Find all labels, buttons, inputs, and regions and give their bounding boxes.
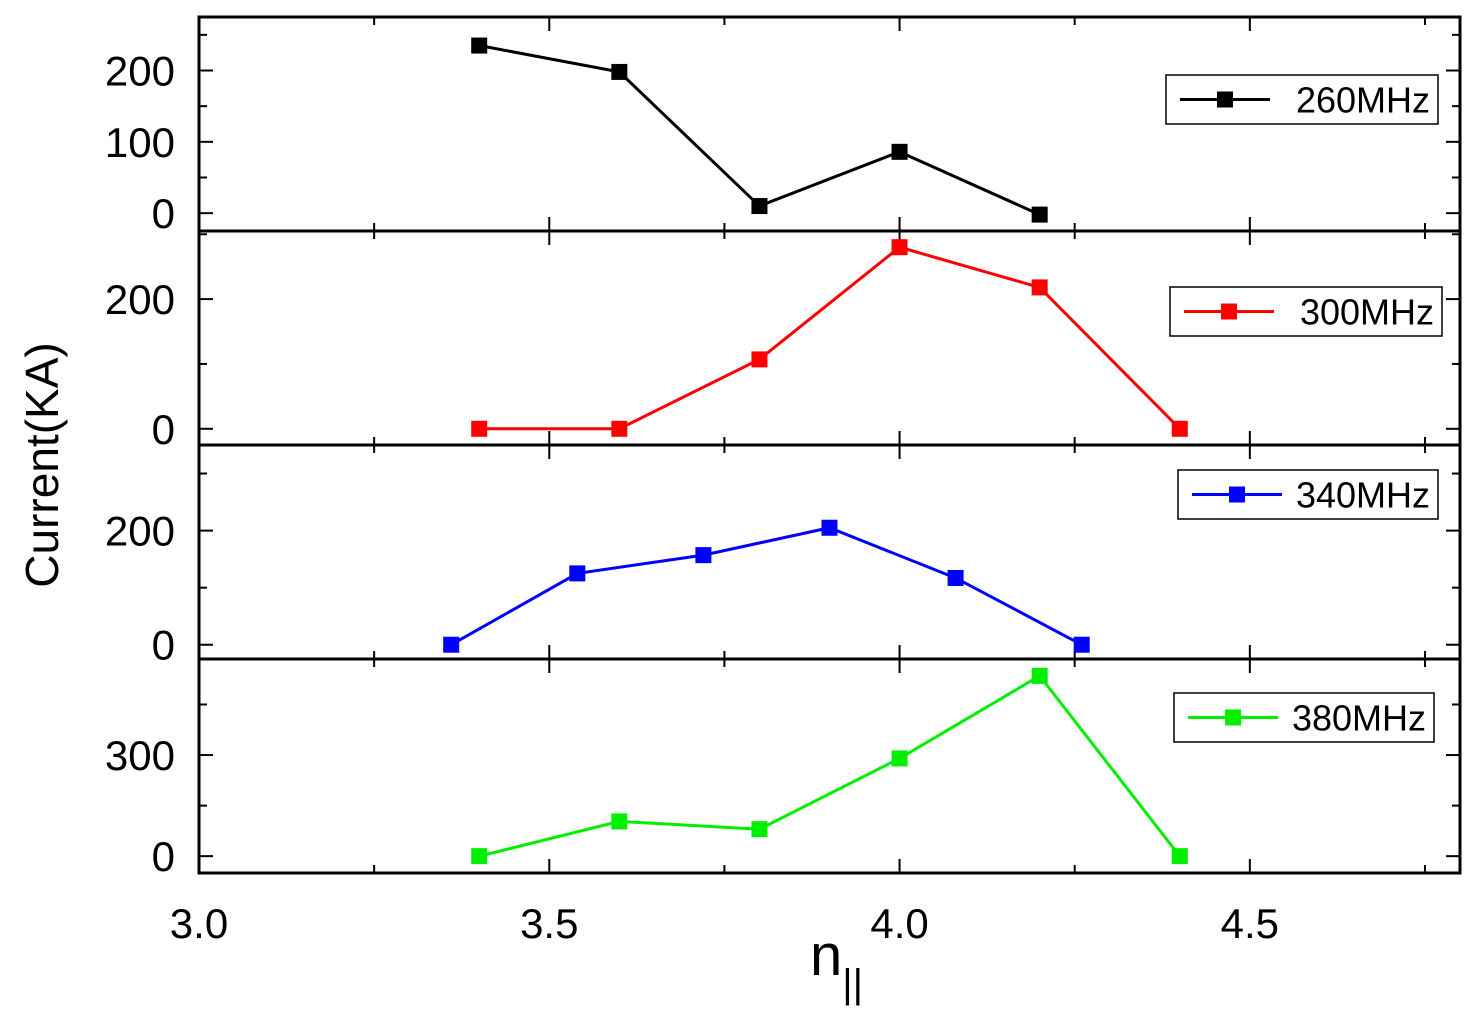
data-point <box>1171 848 1188 865</box>
y-tick-label: 100 <box>105 119 175 166</box>
data-point <box>1031 206 1048 223</box>
x-tick-label: 4.5 <box>1221 900 1279 947</box>
data-point <box>569 565 586 582</box>
data-point <box>611 420 628 437</box>
y-tick-label: 0 <box>152 833 175 880</box>
data-point <box>1073 636 1090 653</box>
data-point <box>1031 667 1048 684</box>
x-axis-title-subscript: || <box>842 962 863 1006</box>
x-tick-label: 3.5 <box>520 900 578 947</box>
y-axis-title: Current(KA) <box>16 342 68 587</box>
legend-label: 340MHz <box>1296 475 1430 516</box>
data-point <box>751 198 768 215</box>
x-axis-title-main: n <box>810 923 842 988</box>
panel-3: 0 200 340MHz <box>105 443 1462 669</box>
data-point <box>1171 420 1188 437</box>
panel-2: 0 200 300MHz <box>105 229 1462 453</box>
legend: 340MHz <box>1177 469 1439 520</box>
y-tick-label: 0 <box>152 190 175 237</box>
y-tick-label: 0 <box>152 406 175 453</box>
y-tick-label: 200 <box>105 508 175 555</box>
legend: 300MHz <box>1169 286 1443 337</box>
data-point <box>471 420 488 437</box>
data-point <box>471 37 488 54</box>
data-point <box>1031 279 1048 296</box>
y-tick-label: 200 <box>105 48 175 95</box>
x-tick-label: 4.0 <box>870 900 928 947</box>
legend-marker <box>1229 486 1245 503</box>
data-point <box>443 636 460 653</box>
y-tick-label: 300 <box>105 732 175 779</box>
legend-label: 300MHz <box>1300 292 1434 333</box>
data-point <box>891 750 908 767</box>
data-point <box>891 239 908 256</box>
panel-frame <box>197 229 1462 447</box>
legend: 380MHz <box>1173 692 1435 743</box>
panel-4: 0 300 380MHz <box>105 657 1462 880</box>
data-point <box>821 519 838 536</box>
data-point <box>891 143 908 160</box>
y-tick-label: 200 <box>105 276 175 323</box>
x-tick-label: 3.0 <box>170 900 228 947</box>
legend-marker <box>1221 303 1237 320</box>
data-point <box>611 63 628 80</box>
data-point <box>471 848 488 865</box>
data-point <box>947 569 964 586</box>
data-point <box>751 821 768 838</box>
panels-layer: 0 100 200 260MHz 0 200 300MHz 0 200 340MHz 0 300 380… <box>105 15 1462 947</box>
panel-1: 0 100 200 260MHz <box>105 15 1462 237</box>
series-line <box>479 245 1181 431</box>
panel-frame <box>197 657 1462 875</box>
series-line <box>478 673 1181 858</box>
x-axis-title: n|| <box>810 923 863 1006</box>
legend-marker <box>1225 709 1241 726</box>
series-line <box>478 44 1041 216</box>
y-tick-label: 0 <box>152 622 175 669</box>
data-point <box>611 813 628 830</box>
legend-marker <box>1217 91 1233 108</box>
series-line <box>450 526 1083 647</box>
legend-label: 260MHz <box>1296 80 1430 121</box>
data-point <box>751 351 768 368</box>
legend-label: 380MHz <box>1292 698 1426 739</box>
data-point <box>695 547 712 564</box>
legend: 260MHz <box>1165 74 1439 125</box>
